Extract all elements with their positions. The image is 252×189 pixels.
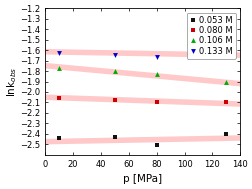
Line: 0.053 M: 0.053 M [57,132,228,147]
0.080 M [57,97,60,99]
0.080 M [154,101,158,103]
0.106 M [57,67,60,70]
Line: 0.133 M: 0.133 M [56,50,228,59]
0.080 M [224,101,227,104]
0.106 M [113,69,116,72]
0.053 M [113,136,116,138]
0.106 M [154,73,158,75]
Y-axis label: lnk$_{obs}$: lnk$_{obs}$ [5,66,19,97]
Legend: 0.053 M, 0.080 M, 0.106 M, 0.133 M: 0.053 M, 0.080 M, 0.106 M, 0.133 M [186,12,235,59]
0.053 M [154,144,158,146]
X-axis label: p [MPa]: p [MPa] [123,174,162,184]
0.106 M [224,81,227,83]
Line: 0.080 M: 0.080 M [57,96,228,105]
0.080 M [113,99,116,101]
0.133 M [113,54,116,56]
0.133 M [154,56,158,58]
Line: 0.106 M: 0.106 M [56,66,228,84]
0.133 M [224,52,227,54]
0.053 M [57,137,60,139]
0.053 M [224,133,227,135]
0.133 M [57,52,60,54]
